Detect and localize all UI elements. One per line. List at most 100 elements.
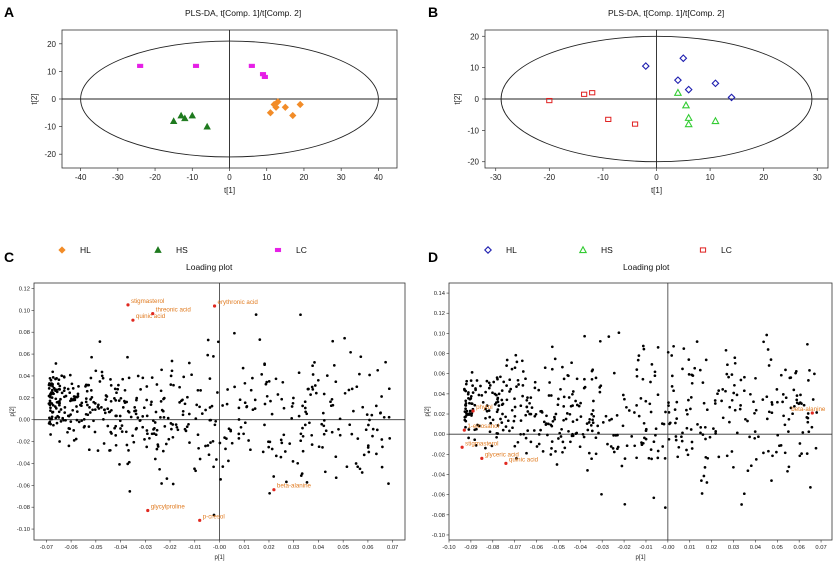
loading-point (630, 435, 634, 438)
loading-point (561, 450, 564, 454)
loading-point (720, 399, 723, 403)
loading-point (545, 414, 548, 418)
loading-point (543, 366, 547, 370)
loading-point (582, 435, 586, 439)
loading-point (672, 389, 675, 393)
loading-point (141, 376, 145, 380)
loading-point (765, 333, 769, 337)
y-tick-label: 0.04 (19, 374, 31, 380)
loading-point (135, 396, 139, 400)
loading-point (299, 432, 303, 436)
loading-point (795, 394, 799, 397)
loading-point (771, 454, 774, 458)
loading-point (546, 433, 549, 437)
loading-point (242, 432, 245, 436)
loading-point (739, 404, 742, 407)
loading-point (615, 414, 619, 417)
x-tick-label: 0 (227, 173, 232, 182)
loading-point (215, 458, 218, 461)
loading-point (695, 340, 699, 343)
loading-point (162, 416, 166, 419)
loading-point (358, 372, 361, 376)
loading-point (170, 359, 174, 363)
data-point-lc (546, 97, 553, 104)
loading-point (520, 359, 524, 363)
loading-point (280, 441, 284, 445)
loading-point (155, 447, 159, 451)
loading-point (323, 470, 327, 474)
loading-point (635, 404, 638, 407)
loading-point (48, 383, 51, 387)
loading-point (297, 371, 301, 375)
loading-point (721, 388, 725, 391)
loading-point (767, 449, 770, 453)
loading-point (303, 406, 307, 410)
loading-point (188, 441, 191, 444)
loading-point (311, 364, 314, 368)
loading-point (496, 432, 500, 435)
loading-point (562, 405, 566, 408)
loading-point (586, 469, 589, 472)
loading-point (159, 416, 162, 419)
loading-point (64, 418, 67, 422)
annotated-point (504, 461, 508, 466)
x-tick-label: 0.02 (263, 545, 274, 551)
data-point-lc (192, 63, 200, 68)
loading-point (596, 424, 600, 428)
loading-point (63, 411, 67, 414)
loading-point (524, 377, 527, 381)
loading-point (103, 411, 107, 415)
loading-point (100, 370, 104, 374)
loading-point (664, 410, 667, 414)
loading-point (193, 467, 196, 471)
loading-point (474, 388, 477, 392)
loading-point (367, 423, 370, 427)
loading-point (185, 425, 189, 429)
loading-point (80, 401, 84, 405)
panel-C: C Loading plot -0.07 -0.06 -0.05 -0.04 -0.03 -0… (4, 249, 406, 561)
loading-point (567, 429, 570, 433)
loading-point (155, 428, 159, 432)
x-tick-label: 0.01 (684, 545, 695, 551)
loading-point (561, 440, 565, 444)
loading-point (375, 428, 379, 432)
y-tick-label: 10 (470, 64, 479, 73)
data-point-hs (673, 88, 683, 96)
loading-point (142, 406, 146, 410)
loading-point (529, 440, 533, 444)
loading-point (487, 386, 491, 390)
loading-point (187, 412, 191, 416)
loading-point (550, 345, 554, 349)
loading-point (152, 432, 156, 435)
loading-point (509, 387, 513, 391)
loading-point (176, 428, 180, 432)
loading-point (689, 428, 693, 431)
loading-point (213, 423, 217, 427)
loading-point (728, 405, 732, 409)
loading-point (508, 390, 511, 393)
loading-point (526, 410, 530, 413)
loading-point (204, 408, 207, 412)
y-axis-label: t[2] (30, 93, 39, 104)
loading-point (48, 420, 52, 424)
loading-point (267, 445, 271, 449)
loading-point (473, 438, 477, 442)
loading-point (506, 419, 510, 423)
legend-label: HS (176, 245, 188, 255)
loading-point (513, 414, 517, 418)
loading-point (795, 398, 799, 402)
loading-point (356, 437, 360, 440)
loading-point (786, 469, 789, 473)
data-point-hl (281, 103, 289, 111)
loading-point (547, 394, 551, 397)
metabolite-label: beta-alanine (277, 483, 312, 490)
loading-point (562, 418, 565, 422)
loading-point (108, 449, 111, 452)
loading-point (656, 393, 660, 397)
loading-point (76, 394, 80, 398)
loading-point (178, 385, 181, 389)
loading-point (349, 350, 352, 354)
loading-point (62, 375, 66, 378)
loading-point (782, 414, 785, 418)
loading-point (592, 399, 595, 403)
